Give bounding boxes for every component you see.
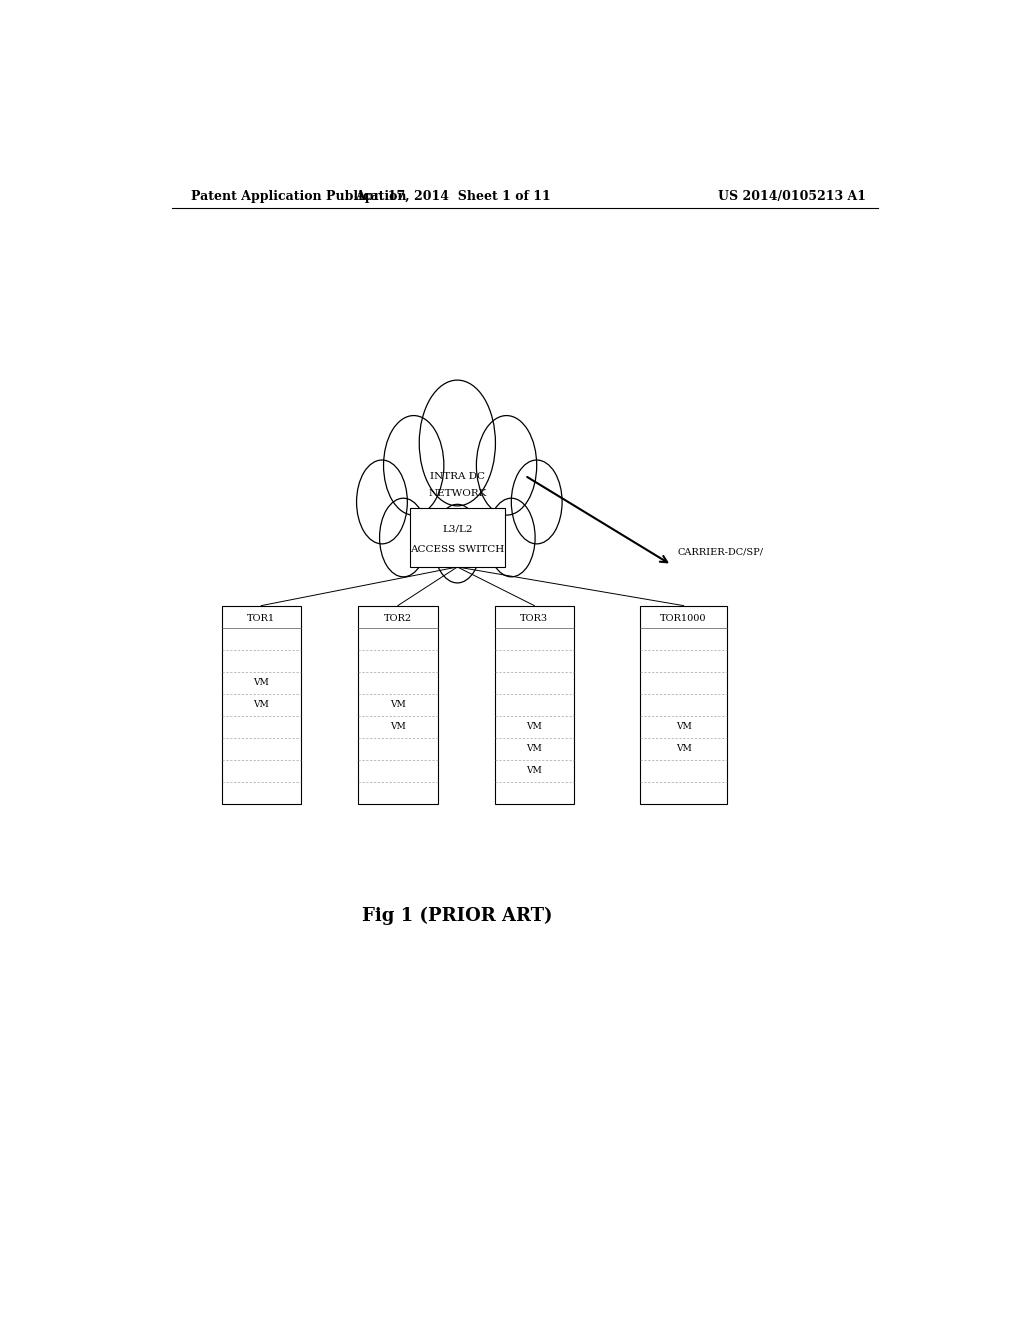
Ellipse shape xyxy=(380,498,427,577)
Text: TOR1000: TOR1000 xyxy=(660,614,707,623)
Ellipse shape xyxy=(433,504,481,583)
Bar xyxy=(358,606,437,804)
Text: VM: VM xyxy=(390,700,406,709)
Text: L3/L2: L3/L2 xyxy=(442,524,473,533)
Text: CARRIER-DC/SP/: CARRIER-DC/SP/ xyxy=(678,548,764,557)
Ellipse shape xyxy=(356,459,408,544)
Text: TOR2: TOR2 xyxy=(384,614,412,623)
Ellipse shape xyxy=(487,498,536,577)
Text: US 2014/0105213 A1: US 2014/0105213 A1 xyxy=(718,190,866,202)
Text: VM: VM xyxy=(526,767,542,775)
Text: VM: VM xyxy=(526,744,542,754)
Text: Fig 1 (PRIOR ART): Fig 1 (PRIOR ART) xyxy=(362,907,553,925)
Text: Patent Application Publication: Patent Application Publication xyxy=(191,190,407,202)
Text: ACCESS SWITCH: ACCESS SWITCH xyxy=(411,545,505,554)
Ellipse shape xyxy=(384,416,443,515)
Bar xyxy=(410,508,505,568)
Text: NETWORK: NETWORK xyxy=(428,490,486,499)
Bar xyxy=(640,606,727,804)
Ellipse shape xyxy=(476,416,537,515)
Text: VM: VM xyxy=(676,722,691,731)
Text: VM: VM xyxy=(254,678,269,688)
Text: TOR3: TOR3 xyxy=(520,614,549,623)
Ellipse shape xyxy=(511,459,562,544)
Text: INTRA DC: INTRA DC xyxy=(430,473,484,480)
Bar xyxy=(221,606,301,804)
Ellipse shape xyxy=(419,380,496,506)
Text: VM: VM xyxy=(526,722,542,731)
Text: VM: VM xyxy=(390,722,406,731)
Text: VM: VM xyxy=(254,700,269,709)
Text: VM: VM xyxy=(676,744,691,754)
Bar xyxy=(495,606,574,804)
Text: TOR1: TOR1 xyxy=(247,614,275,623)
Text: Apr. 17, 2014  Sheet 1 of 11: Apr. 17, 2014 Sheet 1 of 11 xyxy=(355,190,551,202)
